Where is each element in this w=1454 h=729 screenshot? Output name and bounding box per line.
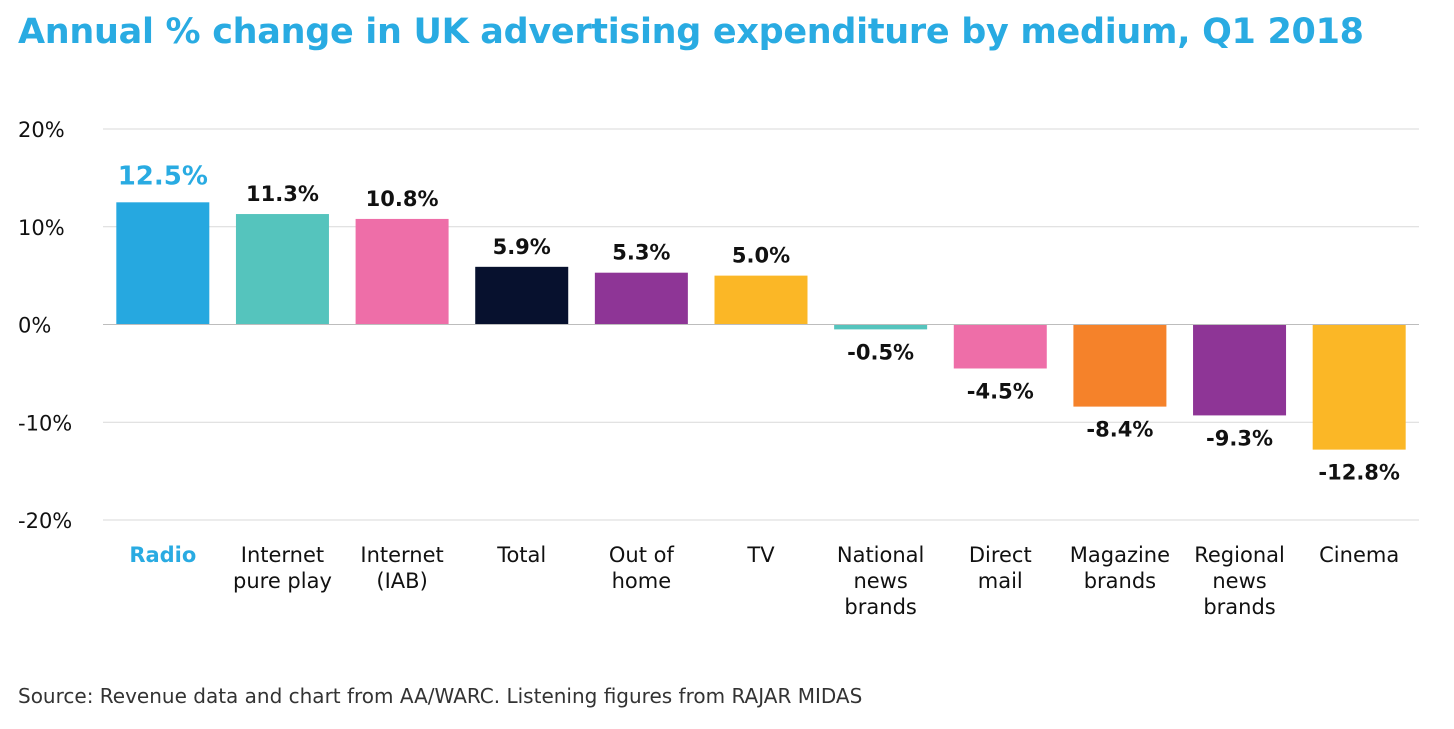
data-label: -4.5% bbox=[967, 379, 1034, 403]
bar bbox=[116, 202, 210, 325]
y-tick-label: 0% bbox=[18, 314, 51, 338]
x-tick-label: Radio bbox=[129, 543, 196, 567]
x-tick-label: Internet pure play bbox=[233, 543, 332, 593]
x-tick-label: Out of home bbox=[609, 543, 675, 593]
data-label: 11.3% bbox=[246, 182, 319, 206]
data-label: -9.3% bbox=[1206, 426, 1273, 450]
data-label: -12.8% bbox=[1318, 461, 1400, 485]
x-tick-label: Total bbox=[496, 543, 546, 567]
bar bbox=[1073, 324, 1167, 407]
data-label: -0.5% bbox=[847, 340, 914, 364]
data-label: 5.3% bbox=[612, 241, 670, 265]
y-tick-label: 20% bbox=[18, 118, 65, 142]
bar bbox=[235, 214, 329, 325]
data-label: -8.4% bbox=[1086, 418, 1153, 442]
x-tick-label: TV bbox=[746, 543, 775, 567]
bar bbox=[1312, 324, 1406, 450]
data-label: 5.0% bbox=[732, 244, 790, 268]
bar bbox=[714, 275, 808, 325]
chart-title: Annual % change in UK advertising expend… bbox=[18, 12, 1364, 52]
x-tick-label: Regional news brands bbox=[1194, 543, 1285, 619]
data-label: 5.9% bbox=[493, 235, 551, 259]
source-note: Source: Revenue data and chart from AA/W… bbox=[18, 684, 863, 708]
y-tick-label: -20% bbox=[18, 509, 72, 533]
x-tick-label: National news brands bbox=[837, 543, 925, 619]
x-tick-label: Cinema bbox=[1319, 543, 1399, 567]
bar bbox=[834, 324, 928, 330]
x-tick-label: Magazine brands bbox=[1070, 543, 1170, 593]
bar bbox=[355, 218, 449, 325]
data-label: 10.8% bbox=[366, 187, 439, 211]
bar bbox=[594, 272, 688, 325]
y-tick-label: -10% bbox=[18, 411, 72, 435]
y-tick-label: 10% bbox=[18, 216, 65, 240]
x-tick-label: Direct mail bbox=[969, 543, 1032, 593]
data-label: 12.5% bbox=[118, 161, 208, 191]
bar bbox=[475, 266, 569, 325]
bar bbox=[953, 324, 1047, 369]
bar bbox=[1193, 324, 1287, 416]
x-tick-label: Internet (IAB) bbox=[360, 543, 443, 593]
